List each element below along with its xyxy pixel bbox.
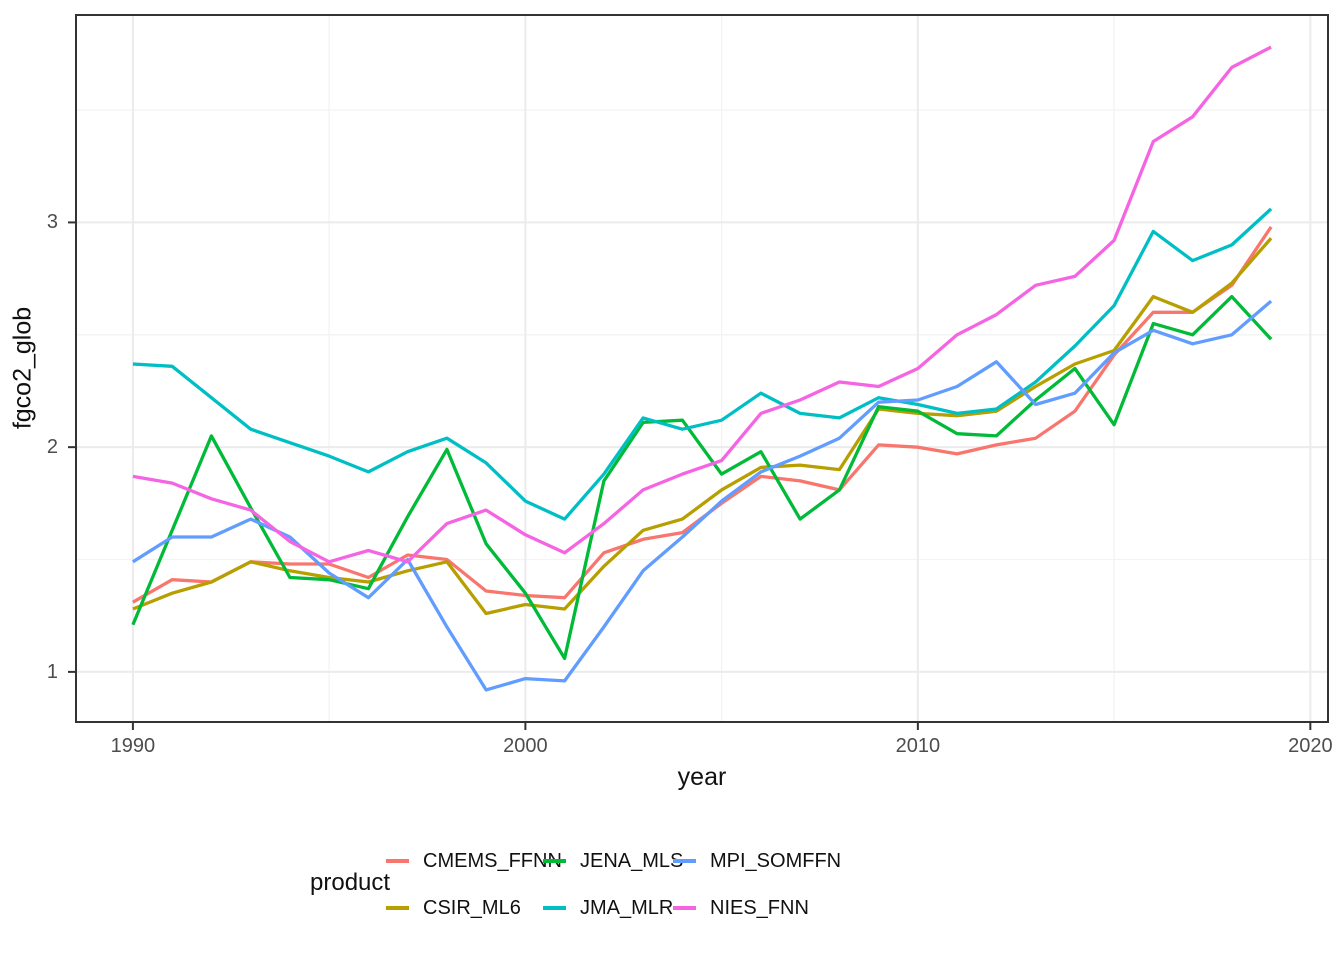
x-axis-title: year <box>677 763 727 791</box>
series-line-JMA_MLR <box>132 207 1273 521</box>
legend-label-MPI_SOMFFN: MPI_SOMFFN <box>710 849 842 872</box>
legend-label-JMA_MLR: JMA_MLR <box>580 896 674 919</box>
series-line-JENA_MLS <box>131 294 1273 661</box>
legend-key-line-MPI_SOMFFN <box>673 859 696 863</box>
legend-label-NIES_FNN: NIES_FNN <box>710 896 809 919</box>
y-tick-label-3: 3 <box>46 211 58 234</box>
legend-item-CSIR_ML6: CSIR_ML6 <box>386 895 521 921</box>
series-line-MPI_SOMFFN <box>132 299 1273 692</box>
legend-label-JENA_MLS: JENA_MLS <box>580 849 684 872</box>
legend-item-CMEMS_FFNN: CMEMS_FFNN <box>386 848 562 874</box>
x-tick-label-2020: 2020 <box>1288 735 1333 757</box>
legend-key-line-NIES_FNN <box>673 906 696 910</box>
legend-title: product <box>310 869 391 896</box>
legend-item-JMA_MLR: JMA_MLR <box>543 895 673 921</box>
x-tick-label-1990: 1990 <box>110 735 156 757</box>
legend-item-JENA_MLS: JENA_MLS <box>543 848 683 874</box>
legend-key-line-CSIR_ML6 <box>386 906 409 910</box>
legend-label-CSIR_ML6: CSIR_ML6 <box>423 896 521 919</box>
panel-border <box>75 14 1329 723</box>
x-tick-label-2000: 2000 <box>503 735 548 757</box>
legend-label-CMEMS_FFNN: CMEMS_FFNN <box>423 849 562 872</box>
legend-key-line-JENA_MLS <box>543 859 566 863</box>
legend-item-MPI_SOMFFN: MPI_SOMFFN <box>673 848 841 874</box>
x-tick-label-2010: 2010 <box>895 735 941 757</box>
legend-item-NIES_FNN: NIES_FNN <box>673 895 809 921</box>
legend-key-line-JMA_MLR <box>543 906 566 910</box>
legend-key-line-CMEMS_FFNN <box>386 859 409 863</box>
y-axis-title: fgco2_glob <box>8 306 37 430</box>
y-tick-label-2: 2 <box>46 436 58 459</box>
series-line-NIES_FNN <box>132 45 1272 564</box>
series-line-CSIR_ML6 <box>132 237 1273 616</box>
y-tick-label-1: 1 <box>46 660 58 683</box>
panel-background <box>76 15 1328 722</box>
